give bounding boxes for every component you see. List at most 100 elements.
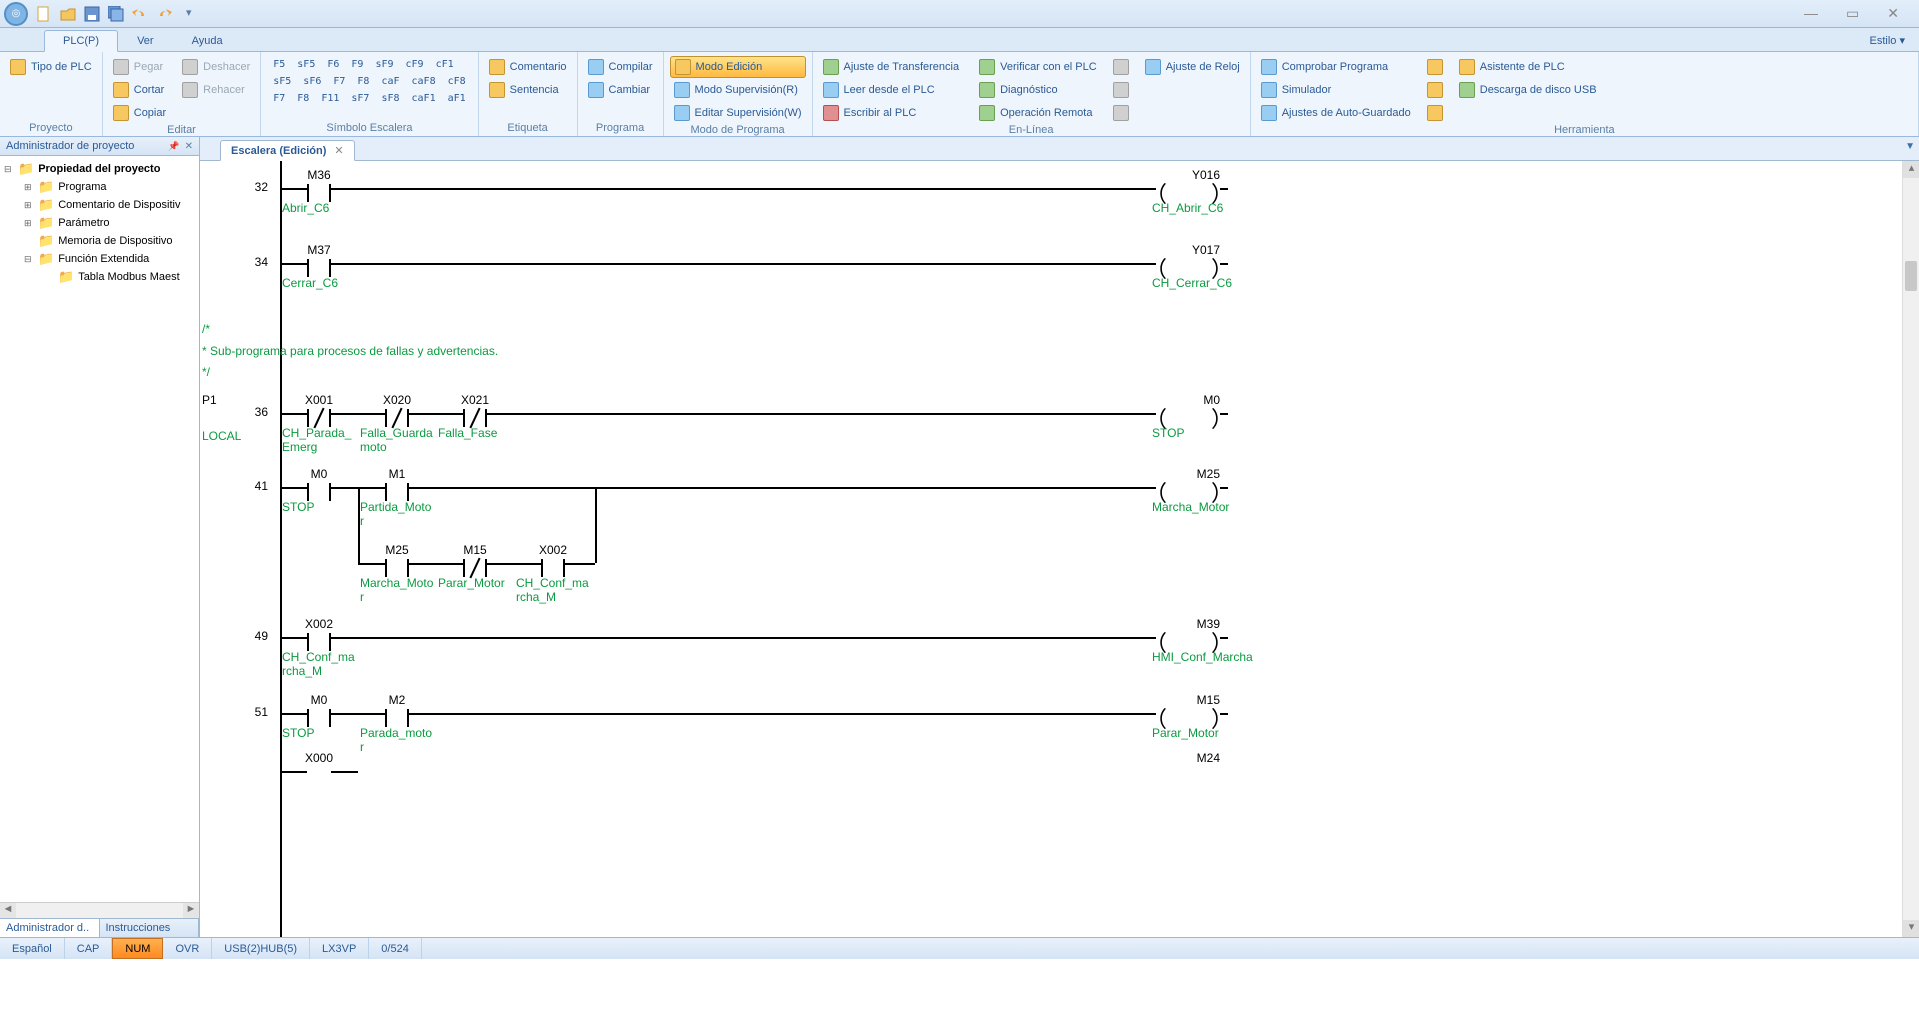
herr-icon-1[interactable] <box>1423 56 1447 78</box>
tree-item[interactable]: ⊞📁Programa <box>2 178 197 196</box>
cambiar-button[interactable]: Cambiar <box>584 79 657 101</box>
ladder-symbol-button[interactable]: sF7 <box>345 90 375 107</box>
rehacer-button[interactable]: Rehacer <box>178 79 254 101</box>
panel-close-icon[interactable]: ✕ <box>185 141 193 152</box>
vscroll-thumb[interactable] <box>1905 261 1917 291</box>
tree-item[interactable]: ⊞📁Comentario de Dispositiv <box>2 196 197 214</box>
app-icon[interactable]: ◎ <box>4 2 28 26</box>
maximize-button[interactable]: ▭ <box>1846 5 1859 22</box>
ladder-symbol-button[interactable]: F11 <box>315 90 345 107</box>
ladder-symbol-button[interactable]: caF <box>375 73 405 90</box>
tree-expander-icon[interactable]: ⊟ <box>24 254 34 265</box>
comentario-button[interactable]: Comentario <box>485 56 571 78</box>
qa-dropdown-icon[interactable]: ▾ <box>180 6 192 22</box>
diagnostico-button[interactable]: Diagnóstico <box>975 79 1101 101</box>
hscroll-left-icon[interactable]: ◄ <box>0 903 16 918</box>
ladder-contact[interactable]: M25Marcha_Motor <box>358 543 436 605</box>
undo-icon[interactable] <box>132 6 148 22</box>
ladder-contact[interactable]: X002CH_Conf_marcha_M <box>514 543 592 605</box>
minimize-button[interactable]: — <box>1804 5 1818 22</box>
ladder-content[interactable]: 32M36Abrir_C6Y016（ ）CH_Abrir_C634M37Cerr… <box>200 161 1902 937</box>
comprobar-prog-button[interactable]: Comprobar Programa <box>1257 56 1415 78</box>
vscroll[interactable]: ▴ ▾ <box>1902 161 1919 937</box>
ladder-coil[interactable]: M0（ ）STOP <box>1150 393 1228 441</box>
ladder-coil[interactable]: Y016（ ）CH_Abrir_C6 <box>1150 168 1228 216</box>
open-icon[interactable] <box>60 6 76 22</box>
ladder-symbol-button[interactable]: F7 <box>267 90 291 107</box>
enlinea-icon-2[interactable] <box>1109 79 1133 101</box>
ladder-contact[interactable]: X021Falla_Fase <box>436 393 514 441</box>
ladder-contact[interactable]: X002CH_Conf_marcha_M <box>280 617 358 679</box>
tipo-plc-button[interactable]: Tipo de PLC <box>6 56 96 78</box>
herr-icon-3[interactable] <box>1423 102 1447 124</box>
ladder-symbol-button[interactable]: cF8 <box>442 73 472 90</box>
ladder-symbol-button[interactable]: F7 <box>327 73 351 90</box>
sentencia-button[interactable]: Sentencia <box>485 79 571 101</box>
ladder-symbol-button[interactable]: aF1 <box>442 90 472 107</box>
tree-expander-icon[interactable]: ⊞ <box>24 200 34 211</box>
ladder-symbol-button[interactable]: F8 <box>351 73 375 90</box>
ladder-contact[interactable]: M1Partida_Motor <box>358 467 436 529</box>
save-icon[interactable] <box>84 6 100 22</box>
editar-supervision-button[interactable]: Editar Supervisión(W) <box>670 102 806 124</box>
ladder-contact[interactable]: M2Parada_motor <box>358 693 436 755</box>
ladder-symbol-button[interactable]: sF6 <box>297 73 327 90</box>
escribir-plc-button[interactable]: Escribir al PLC <box>819 102 964 124</box>
ladder-symbol-button[interactable]: cF9 <box>400 56 430 73</box>
ladder-symbol-button[interactable]: sF9 <box>369 56 399 73</box>
ladder-contact[interactable]: M15Parar_Motor <box>436 543 514 591</box>
ladder-coil[interactable]: Y017（ ）CH_Cerrar_C6 <box>1150 243 1228 291</box>
ladder-coil[interactable]: M25（ ）Marcha_Motor <box>1150 467 1228 515</box>
saveall-icon[interactable] <box>108 6 124 22</box>
deshacer-button[interactable]: Deshacer <box>178 56 254 78</box>
style-dropdown[interactable]: Estilo ▾ <box>1856 30 1919 51</box>
ladder-symbol-button[interactable]: F9 <box>345 56 369 73</box>
tree-hscroll[interactable]: ◄ ► <box>0 902 199 918</box>
modo-supervision-button[interactable]: Modo Supervisión(R) <box>670 79 806 101</box>
enlinea-icon-3[interactable] <box>1109 102 1133 124</box>
ladder-contact[interactable]: X000 <box>280 751 358 783</box>
close-button[interactable]: ✕ <box>1887 5 1899 22</box>
copiar-button[interactable]: Copiar <box>109 102 170 124</box>
ajuste-transferencia-button[interactable]: Ajuste de Transferencia <box>819 56 964 78</box>
autoguardado-button[interactable]: Ajustes de Auto-Guardado <box>1257 102 1415 124</box>
enlinea-icon-1[interactable] <box>1109 56 1133 78</box>
ladder-contact[interactable]: M0STOP <box>280 467 358 515</box>
pin-icon[interactable]: 📌 <box>168 141 179 152</box>
verificar-plc-button[interactable]: Verificar con el PLC <box>975 56 1101 78</box>
simulador-button[interactable]: Simulador <box>1257 79 1415 101</box>
tree-expander-icon[interactable]: ⊟ <box>4 164 14 175</box>
tree-item[interactable]: 📁Memoria de Dispositivo <box>2 232 197 250</box>
ladder-contact[interactable]: M0STOP <box>280 693 358 741</box>
modo-edicion-button[interactable]: Modo Edición <box>670 56 806 78</box>
cortar-button[interactable]: Cortar <box>109 79 170 101</box>
tree-item[interactable]: ⊟📁Función Extendida <box>2 250 197 268</box>
ladder-symbol-button[interactable]: sF5 <box>291 56 321 73</box>
tree-expander-icon[interactable]: ⊞ <box>24 182 34 193</box>
new-icon[interactable] <box>36 6 52 22</box>
ladder-symbol-button[interactable]: caF8 <box>406 73 442 90</box>
operacion-remota-button[interactable]: Operación Remota <box>975 102 1101 124</box>
leer-plc-button[interactable]: Leer desde el PLC <box>819 79 964 101</box>
tab-ayuda[interactable]: Ayuda <box>173 30 242 51</box>
ladder-symbol-button[interactable]: sF5 <box>267 73 297 90</box>
doc-tab-escalera[interactable]: Escalera (Edición) ✕ <box>220 140 355 161</box>
doc-tab-close-icon[interactable]: ✕ <box>334 144 343 157</box>
herr-icon-2[interactable] <box>1423 79 1447 101</box>
panel-tab-instr[interactable]: Instrucciones <box>100 919 200 937</box>
ladder-coil[interactable]: M39（ ）HMI_Conf_Marcha <box>1150 617 1228 665</box>
ladder-contact[interactable]: X020Falla_Guardamoto <box>358 393 436 455</box>
ladder-contact[interactable]: X001CH_Parada_Emerg <box>280 393 358 455</box>
ladder-symbol-button[interactable]: caF1 <box>406 90 442 107</box>
compilar-button[interactable]: Compilar <box>584 56 657 78</box>
ladder-symbol-button[interactable]: F6 <box>321 56 345 73</box>
tree-item[interactable]: ⊟📁Propiedad del proyecto <box>2 160 197 178</box>
ladder-contact[interactable]: M36Abrir_C6 <box>280 168 358 216</box>
ladder-contact[interactable]: M37Cerrar_C6 <box>280 243 358 291</box>
ladder-coil[interactable]: M15（ ）Parar_Motor <box>1150 693 1228 741</box>
doc-tabs-menu-icon[interactable]: ▼ <box>1905 141 1915 152</box>
hscroll-right-icon[interactable]: ► <box>183 903 199 918</box>
redo-icon[interactable] <box>156 6 172 22</box>
tab-ver[interactable]: Ver <box>118 30 173 51</box>
ajuste-reloj-button[interactable]: Ajuste de Reloj <box>1141 56 1244 78</box>
